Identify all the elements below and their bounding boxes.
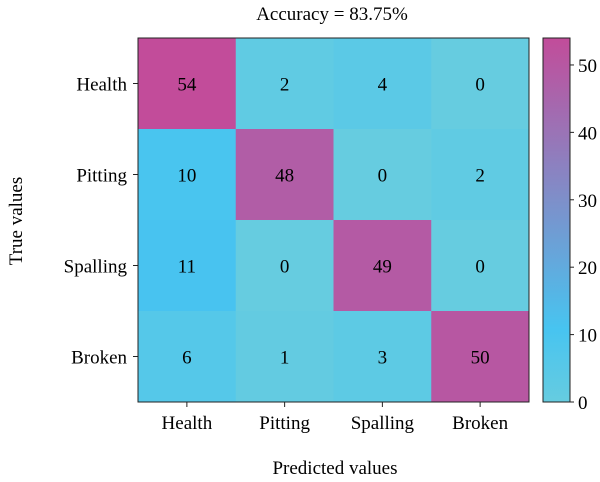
colorbar-tick-label: 0: [578, 393, 588, 414]
x-axis-ticks: Health Pitting Spalling Broken: [162, 402, 509, 434]
cell-value-label: 10: [177, 166, 196, 187]
y-tick-label: Spalling: [64, 257, 128, 278]
y-tick-label: Pitting: [76, 166, 127, 187]
heatmap-cell: [235, 38, 334, 130]
y-tick-label: Health: [76, 75, 127, 96]
cell-value-label: 0: [280, 257, 290, 278]
x-tick-label: Health: [162, 413, 213, 434]
cell-value-label: 2: [280, 75, 290, 96]
chart-title: Accuracy = 83.75%: [256, 4, 408, 25]
cell-value-label: 0: [378, 166, 388, 187]
colorbar-tick-label: 50: [578, 56, 597, 77]
cell-value-label: 48: [275, 166, 294, 187]
heatmap-cell: [235, 129, 334, 221]
heatmap-cell: [138, 38, 237, 130]
heatmap-cell: [333, 129, 432, 221]
colorbar-tick-label: 10: [578, 326, 597, 347]
heatmap-cell: [431, 38, 530, 130]
heatmap-cell: [138, 129, 237, 221]
heatmap-cell: [235, 220, 334, 312]
cell-value-label: 11: [178, 257, 196, 278]
colorbar-tick-label: 20: [578, 258, 597, 279]
cell-value-label: 0: [475, 75, 485, 96]
heatmap-cell: [431, 129, 530, 221]
x-axis-label: Predicted values: [272, 458, 397, 479]
heatmap-cell: [138, 220, 237, 312]
heatmap-cell: [138, 311, 237, 403]
y-tick-label: Broken: [71, 348, 127, 369]
colorbar-ticks: 0 10 20 30 40 50: [570, 56, 597, 414]
y-axis-ticks: Health Pitting Spalling Broken: [64, 75, 138, 369]
heatmap-cells: 54 2 4 0 10 48 0 2 11 0 49 0 6 1 3 50: [138, 38, 530, 403]
cell-value-label: 1: [280, 348, 290, 369]
cell-value-label: 54: [177, 75, 197, 96]
plot-frame: [137, 37, 530, 403]
cell-value-label: 49: [373, 257, 392, 278]
cell-value-label: 50: [471, 348, 490, 369]
cell-value-label: 0: [475, 257, 485, 278]
cell-value-label: 3: [378, 348, 388, 369]
heatmap-cell: [235, 311, 334, 403]
x-tick-label: Broken: [452, 413, 508, 434]
cell-value-label: 6: [182, 348, 192, 369]
y-axis-label: True values: [6, 177, 27, 266]
x-tick-label: Pitting: [259, 413, 310, 434]
heatmap-cell: [333, 220, 432, 312]
colorbar: [542, 37, 571, 403]
colorbar-tick-label: 30: [578, 191, 597, 212]
heatmap-cell: [333, 311, 432, 403]
x-tick-label: Spalling: [351, 413, 415, 434]
heatmap-cell: [431, 311, 530, 403]
cell-value-label: 4: [378, 75, 388, 96]
heatmap-cell: [333, 38, 432, 130]
heatmap-cell: [431, 220, 530, 312]
colorbar-tick-label: 40: [578, 123, 597, 144]
cell-value-label: 2: [475, 166, 485, 187]
